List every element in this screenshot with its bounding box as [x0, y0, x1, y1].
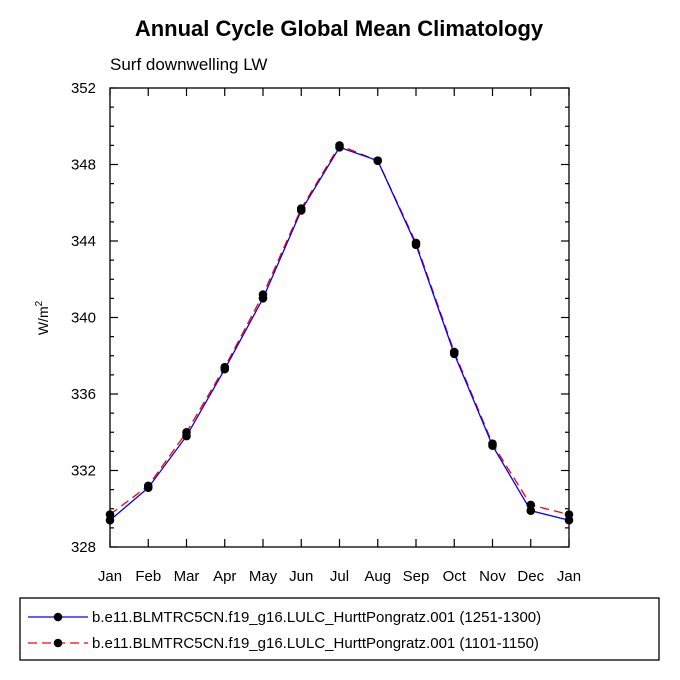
y-tick-label: 344: [71, 233, 96, 250]
x-tick-label: Jan: [557, 568, 581, 585]
series-1-point: [220, 364, 230, 374]
series-1-point: [258, 294, 268, 303]
y-tick-label: 348: [71, 157, 96, 174]
x-tick-label: Jul: [330, 568, 349, 585]
axis-ticks: [109, 87, 570, 548]
series-1-point: [449, 349, 459, 359]
series-1-point: [335, 142, 344, 152]
series-1-point: [488, 441, 497, 450]
series-1-point: [373, 156, 383, 165]
series-1-point: [411, 240, 421, 250]
y-tick-labels: 328 332 336 340 344 348 352: [71, 80, 96, 556]
y-tick-label: 332: [71, 463, 96, 480]
series-1-point: [182, 431, 191, 441]
y-tick-label: 352: [71, 80, 96, 97]
x-tick-label: Apr: [213, 568, 236, 585]
y-axis-label-superscript: 2: [34, 300, 45, 306]
x-tick-label: Feb: [135, 568, 161, 585]
y-tick-label: 336: [71, 386, 96, 403]
y-tick-label: 328: [71, 539, 96, 556]
x-tick-label: Nov: [479, 568, 506, 585]
data-series: [105, 141, 574, 525]
series-1-point: [564, 515, 574, 525]
x-tick-label: Aug: [364, 568, 391, 585]
series-1-point: [105, 515, 115, 525]
y-axis-label-text: W/m: [35, 306, 51, 335]
y-axis-label: W/m2: [34, 300, 51, 335]
x-tick-label: Mar: [174, 568, 200, 585]
x-tick-labels: Jan Feb Mar Apr May Jun Jul Aug Sep Oct Nov Dec Jan: [98, 568, 581, 585]
legend-marker-series-1: [53, 612, 63, 622]
legend-box: [19, 597, 660, 661]
legend-label-series-2: b.e11.BLMTRC5CN.f19_g16.LULC_HurttPongra…: [92, 635, 539, 652]
x-tick-label: Dec: [517, 568, 544, 585]
series-1-point: [296, 206, 306, 215]
series-1-point: [143, 483, 153, 493]
y-tick-label: 340: [71, 310, 96, 327]
plot-frame: [109, 87, 570, 548]
x-tick-label: Sep: [403, 568, 430, 585]
x-tick-label: May: [249, 568, 278, 585]
legend: b.e11.BLMTRC5CN.f19_g16.LULC_HurttPongra…: [19, 597, 660, 661]
x-tick-label: Jan: [98, 568, 122, 585]
legend-label-series-1: b.e11.BLMTRC5CN.f19_g16.LULC_HurttPongra…: [92, 609, 541, 626]
series-1-point: [526, 506, 536, 515]
x-tick-label: Jun: [289, 568, 313, 585]
legend-marker-series-2: [53, 638, 63, 648]
chart-title: Annual Cycle Global Mean Climatology: [135, 16, 544, 41]
series-line-1: [109, 146, 570, 521]
x-tick-label: Oct: [443, 568, 467, 585]
chart-subtitle: Surf downwelling LW: [110, 55, 267, 74]
